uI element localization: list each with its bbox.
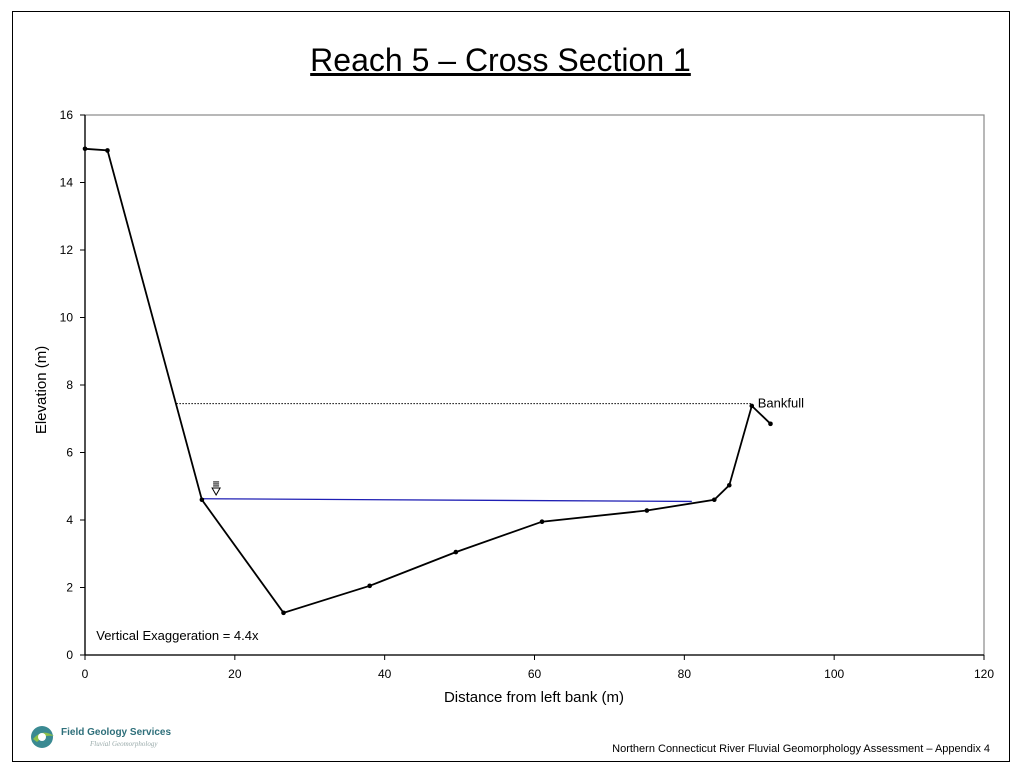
survey-point: [82, 146, 88, 152]
survey-point: [712, 497, 717, 503]
survey-point: [644, 508, 650, 513]
survey-point: [199, 497, 205, 503]
logo-name: Field Geology Services: [61, 727, 172, 738]
y-axis-label: Elevation (m): [33, 346, 50, 434]
logo-tagline: Fluvial Geomorphology: [90, 740, 158, 748]
survey-point: [726, 482, 732, 488]
survey-point: [539, 519, 545, 524]
y-tick-label: 14: [60, 176, 74, 190]
water-level-triangle: [211, 487, 221, 496]
survey-point: [749, 403, 755, 409]
field-geology-services-logo: Field Geology Services Fluvial Geomorpho…: [28, 724, 208, 754]
logo-mark-icon: [31, 726, 54, 748]
survey-point: [367, 583, 372, 589]
series-group: [82, 146, 773, 616]
survey-point: [105, 148, 110, 153]
plot-area: [84, 114, 985, 656]
x-tick-label: 100: [824, 667, 844, 681]
x-tick-label: 120: [974, 667, 994, 681]
cross-section-profile-line: [84, 147, 772, 614]
survey-point: [281, 610, 286, 616]
page-title: Reach 5 – Cross Section 1: [310, 42, 691, 78]
survey-point: [768, 421, 773, 427]
y-tick-label: 16: [60, 108, 74, 122]
slide-frame: [12, 11, 1010, 762]
x-tick-label: 60: [528, 667, 542, 681]
y-tick-label: 12: [60, 243, 74, 257]
x-tick-label: 40: [378, 667, 392, 681]
y-tick-label: 6: [66, 446, 73, 460]
y-tick-label: 8: [66, 378, 73, 392]
y-tick-label: 10: [60, 311, 74, 325]
x-tick-label: 0: [82, 667, 89, 681]
annotations: Bankfull Vertical Exaggeration = 4.4x: [96, 396, 804, 643]
y-tick-label: 2: [66, 581, 73, 595]
bankfull-label: Bankfull: [758, 396, 804, 411]
water-level-icon: [211, 481, 221, 496]
water-surface-line: [201, 498, 692, 503]
x-axis-label: Distance from left bank (m): [444, 689, 624, 706]
survey-point: [453, 549, 459, 555]
axes: 0 20 40 60 80 100 120 0 2 4 6 8 10 12 14 16: [60, 108, 995, 681]
vertical-exaggeration-note: Vertical Exaggeration = 4.4x: [96, 628, 259, 643]
x-tick-label: 20: [228, 667, 242, 681]
x-tick-label: 80: [678, 667, 692, 681]
y-tick-label: 4: [66, 513, 73, 527]
y-tick-label: 0: [66, 648, 73, 662]
footer-text: Northern Connecticut River Fluvial Geomo…: [612, 743, 990, 755]
